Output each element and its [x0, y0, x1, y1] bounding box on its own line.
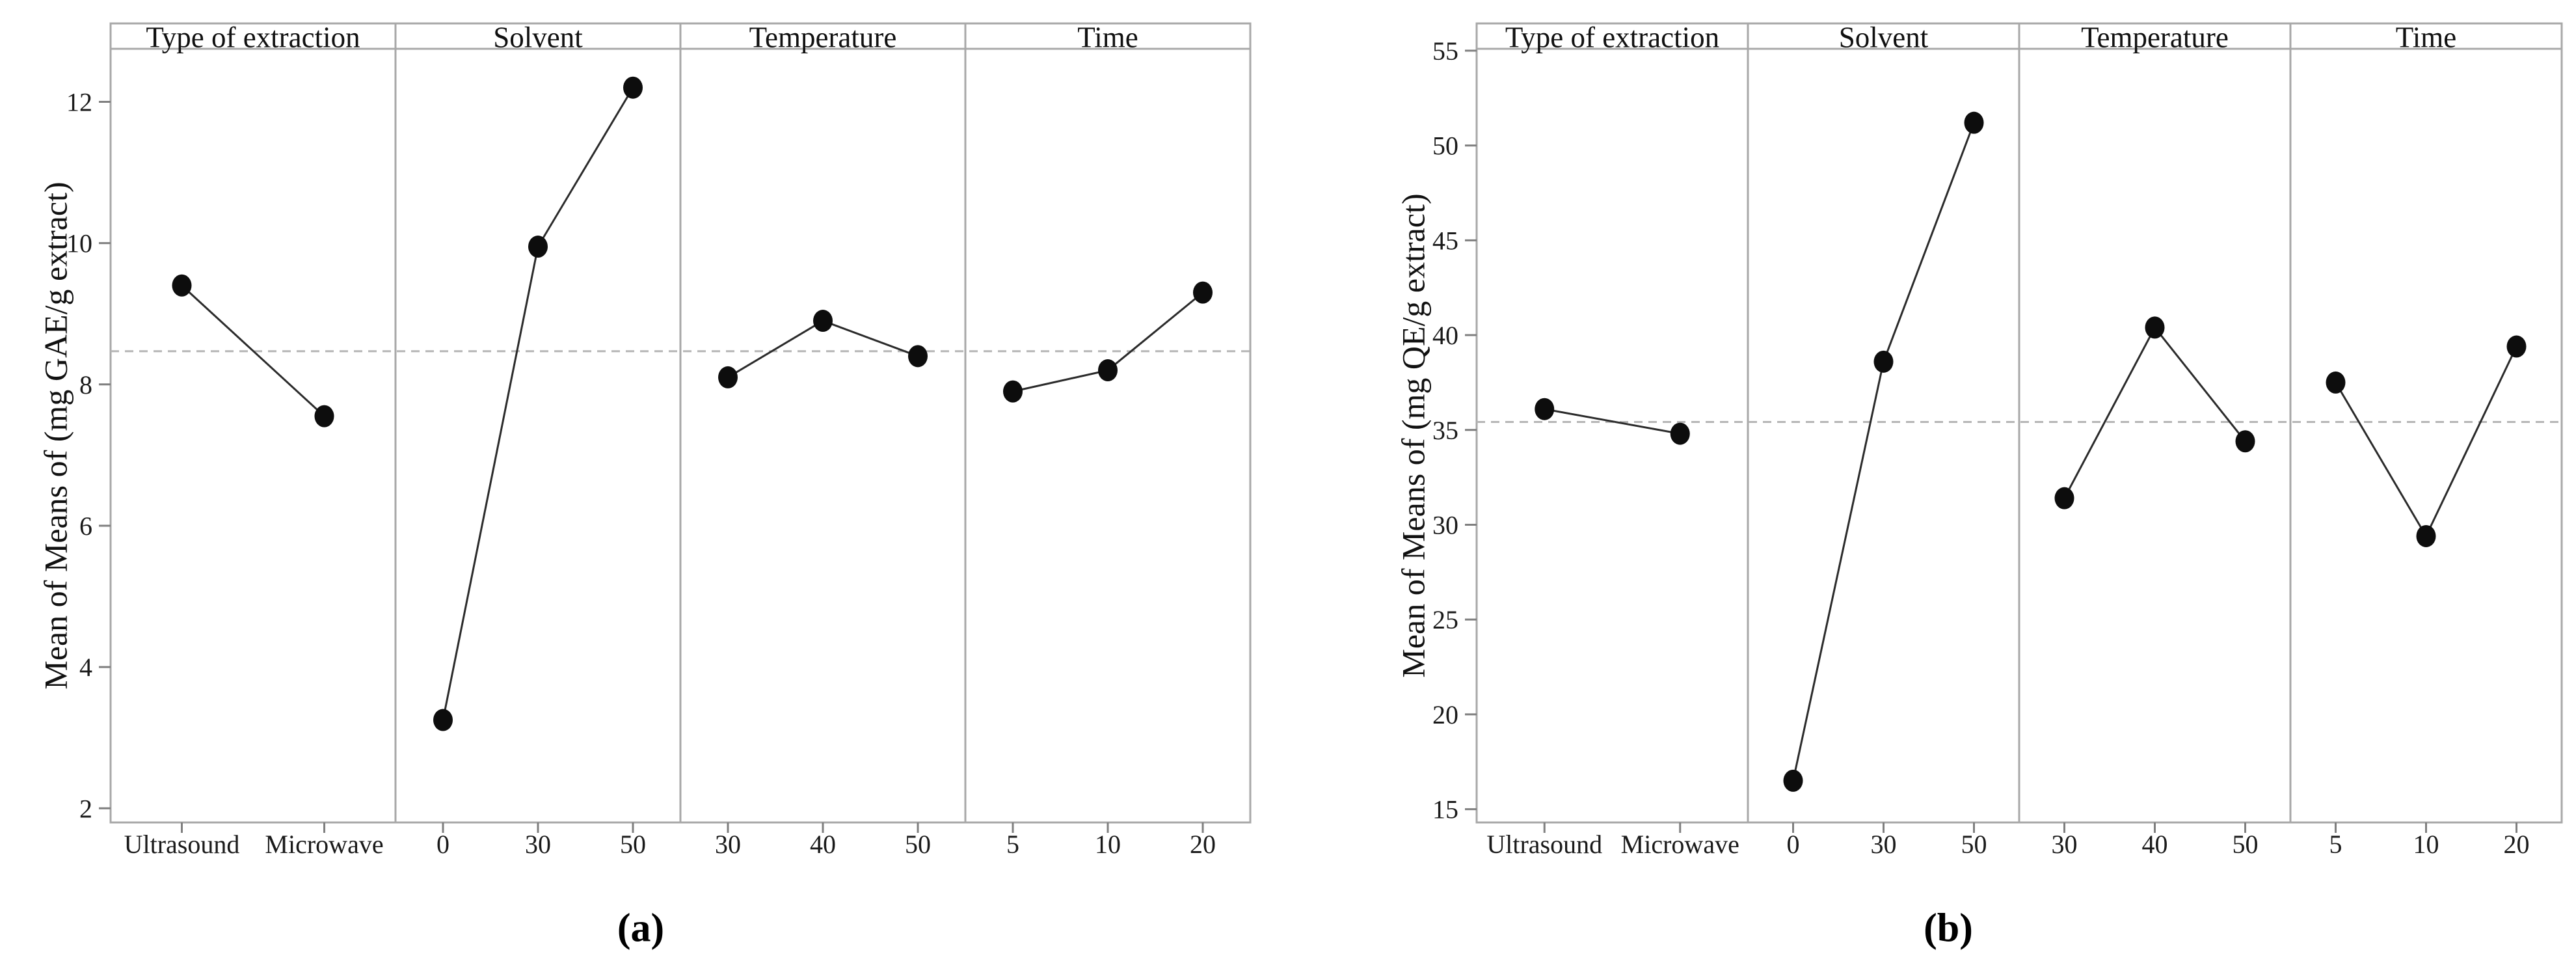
x-tick-label: 30: [2052, 830, 2078, 859]
data-point: [528, 236, 548, 258]
data-point: [172, 274, 192, 297]
data-point: [1535, 398, 1555, 420]
data-point: [908, 345, 928, 368]
y-axis-title: Mean of Means of (mg GAE/g extract): [38, 182, 74, 689]
data-line: [1544, 408, 1681, 435]
x-tick-label: Ultrasound: [124, 830, 240, 859]
y-tick-label: 30: [1432, 510, 1458, 539]
data-point: [2506, 335, 2527, 358]
y-tick-label: 2: [79, 794, 92, 823]
data-point: [2235, 430, 2255, 453]
x-tick-label: 50: [620, 830, 646, 859]
panel-header-label: Temperature: [2081, 21, 2229, 54]
data-point: [718, 366, 738, 388]
data-point: [2054, 487, 2074, 509]
data-point: [2145, 316, 2165, 339]
y-tick-label: 40: [1432, 321, 1458, 350]
x-tick-label: 0: [436, 830, 449, 859]
y-tick-label: 55: [1432, 36, 1458, 66]
x-tick-label: 30: [1871, 830, 1897, 859]
data-point: [2326, 371, 2346, 394]
x-tick-label: 20: [2504, 830, 2530, 859]
panel-header-label: Solvent: [1839, 21, 1929, 54]
data-point: [314, 405, 334, 427]
y-tick-label: 8: [79, 370, 92, 400]
x-tick-label: 5: [2329, 830, 2342, 859]
x-tick-label: 20: [1190, 830, 1216, 859]
panel-caption-a: (a): [617, 906, 665, 951]
x-tick-label: 30: [715, 830, 741, 859]
data-point: [623, 76, 643, 99]
panel-header-label: Type of extraction: [1505, 21, 1719, 54]
panel-header-label: Type of extraction: [146, 21, 360, 54]
data-line: [2335, 346, 2517, 539]
y-tick-label: 45: [1432, 226, 1458, 255]
data-point: [433, 709, 453, 731]
y-tick-label: 6: [79, 511, 92, 541]
y-tick-label: 10: [66, 229, 92, 258]
y-axis-title: Mean of Means of (mg QE/g extract): [1395, 193, 1432, 677]
x-tick-label: Microwave: [265, 830, 383, 859]
panel-header-label: Time: [2396, 21, 2456, 54]
main-effects-plot-a: 2 4 6 8 10 12 Type of extraction Ultrasound Micr…: [38, 21, 1252, 859]
data-point: [1873, 350, 1894, 373]
panel-header-label: Solvent: [493, 21, 583, 54]
data-line: [442, 87, 634, 720]
x-tick-label: 10: [1095, 830, 1121, 859]
data-line: [1792, 122, 1975, 781]
x-tick-label: 50: [2233, 830, 2259, 859]
data-line: [181, 284, 325, 417]
y-tick-label: 20: [1432, 700, 1458, 729]
panel-header-label: Time: [1077, 21, 1138, 54]
y-tick-label: 12: [66, 87, 92, 116]
data-point: [813, 310, 833, 332]
x-tick-label: Ultrasound: [1486, 830, 1602, 859]
x-tick-label: 10: [2413, 830, 2439, 859]
x-tick-label: 40: [810, 830, 836, 859]
figure-panel-b: 15 20 25 30 35 40 45 50 55 Type of extraction Ultr…: [1288, 0, 2576, 963]
x-tick-label: 50: [905, 830, 931, 859]
x-tick-label: 30: [525, 830, 551, 859]
x-tick-label: 40: [2142, 830, 2168, 859]
x-tick-label: Microwave: [1621, 830, 1739, 859]
y-tick-label: 15: [1432, 795, 1458, 824]
data-point: [1964, 111, 1984, 134]
data-point: [2416, 524, 2436, 547]
figure-panel-a: 2 4 6 8 10 12 Type of extraction Ultrasound Micr…: [38, 21, 1252, 951]
data-point: [1783, 769, 1803, 792]
x-tick-label: 50: [1961, 830, 1987, 859]
data-point: [1670, 422, 1690, 445]
panel-caption-b: (b): [1924, 906, 1973, 951]
data-point: [1193, 281, 1213, 304]
data-point: [1098, 359, 1118, 382]
data-point: [1003, 380, 1023, 403]
x-tick-label: 0: [1787, 830, 1800, 859]
data-line: [2063, 325, 2246, 499]
panel-header-label: Temperature: [749, 21, 897, 54]
y-tick-label: 4: [79, 653, 92, 682]
x-tick-label: 5: [1006, 830, 1019, 859]
y-tick-label: 35: [1432, 416, 1458, 445]
y-tick-label: 25: [1432, 605, 1458, 634]
y-tick-label: 50: [1432, 131, 1458, 161]
